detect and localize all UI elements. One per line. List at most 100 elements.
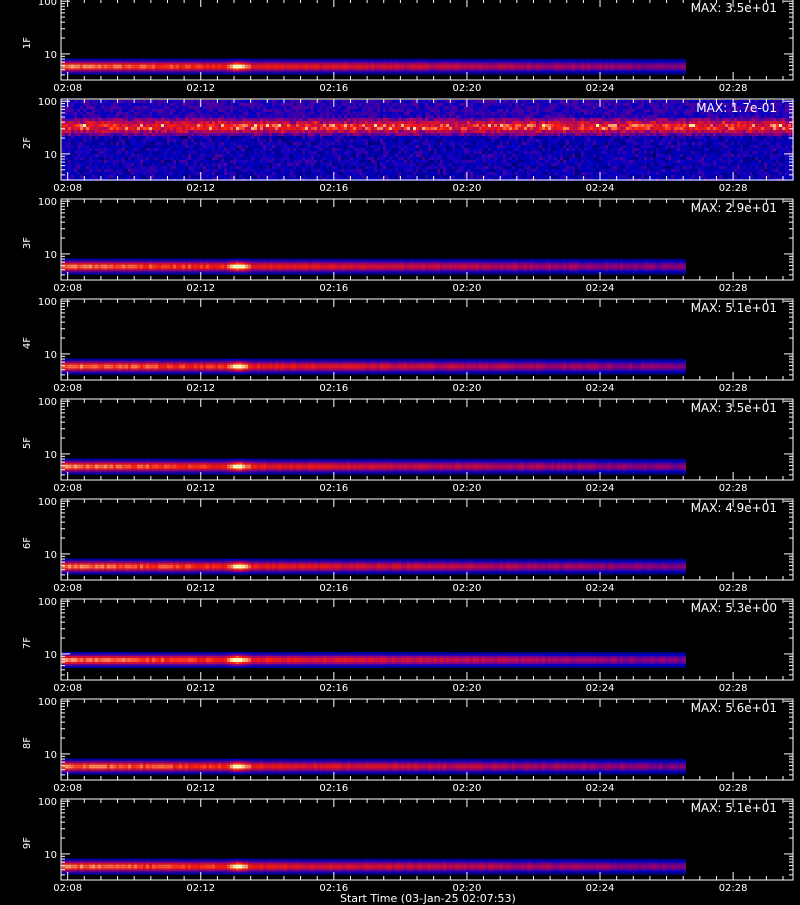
heatmap-cell bbox=[551, 65, 554, 67]
heatmap-cell bbox=[227, 136, 230, 139]
heatmap-cell bbox=[212, 61, 215, 63]
heatmap-cell bbox=[449, 65, 452, 67]
heatmap-cell bbox=[236, 133, 239, 136]
heatmap-cell bbox=[335, 124, 338, 127]
heatmap-cell bbox=[395, 166, 398, 169]
heatmap-cell bbox=[125, 145, 128, 148]
heatmap-cell bbox=[419, 61, 422, 63]
heatmap-cell bbox=[92, 121, 95, 124]
heatmap-cell bbox=[149, 69, 152, 71]
heatmap-cell bbox=[233, 65, 236, 67]
heatmap-cell bbox=[86, 166, 89, 169]
heatmap-cell bbox=[326, 160, 329, 163]
heatmap-cell bbox=[221, 100, 224, 103]
heatmap-cell bbox=[95, 154, 98, 157]
heatmap-cell bbox=[197, 151, 200, 154]
heatmap-cell bbox=[152, 145, 155, 148]
heatmap-cell bbox=[386, 133, 389, 136]
heatmap-cell bbox=[299, 169, 302, 172]
heatmap-cell bbox=[266, 112, 269, 115]
heatmap-cell bbox=[512, 65, 515, 67]
heatmap-cell bbox=[188, 127, 191, 130]
heatmap-cell bbox=[488, 67, 491, 69]
heatmap-cell bbox=[278, 118, 281, 121]
heatmap-cell bbox=[179, 103, 182, 106]
heatmap-cell bbox=[266, 115, 269, 118]
heatmap-cell bbox=[479, 59, 482, 61]
heatmap-cell bbox=[80, 124, 83, 127]
heatmap-cell bbox=[218, 61, 221, 63]
heatmap-cell bbox=[521, 73, 524, 75]
heatmap-cell bbox=[176, 63, 179, 65]
heatmap-cell bbox=[626, 63, 629, 65]
heatmap-cell bbox=[494, 63, 497, 65]
heatmap-cell bbox=[221, 63, 224, 65]
heatmap-cell bbox=[527, 63, 530, 65]
heatmap-cell bbox=[620, 69, 623, 71]
heatmap-cell bbox=[239, 103, 242, 106]
heatmap-cell bbox=[488, 59, 491, 61]
heatmap-cell bbox=[179, 115, 182, 118]
heatmap-cell bbox=[227, 154, 230, 157]
heatmap-cell bbox=[173, 112, 176, 115]
heatmap-cell bbox=[371, 127, 374, 130]
heatmap-cell bbox=[146, 121, 149, 124]
heatmap-cell bbox=[419, 67, 422, 69]
heatmap-cell bbox=[380, 157, 383, 160]
heatmap-cell bbox=[92, 109, 95, 112]
heatmap-cell bbox=[614, 65, 617, 67]
heatmap-cell bbox=[98, 106, 101, 109]
heatmap-cell bbox=[65, 136, 68, 139]
heatmap-cell bbox=[350, 109, 353, 112]
heatmap-cell bbox=[392, 166, 395, 169]
heatmap-cell bbox=[551, 73, 554, 75]
heatmap-cell bbox=[332, 124, 335, 127]
heatmap-cell bbox=[506, 65, 509, 67]
heatmap-cell bbox=[380, 148, 383, 151]
heatmap-cell bbox=[128, 106, 131, 109]
heatmap-cell bbox=[110, 157, 113, 160]
heatmap-cell bbox=[200, 121, 203, 124]
heatmap-cell bbox=[389, 63, 392, 65]
heatmap-cell bbox=[146, 163, 149, 166]
heatmap-cell bbox=[101, 127, 104, 130]
heatmap-cell bbox=[302, 69, 305, 71]
heatmap-cell bbox=[200, 145, 203, 148]
heatmap-cell bbox=[65, 124, 68, 127]
heatmap-cell bbox=[386, 148, 389, 151]
heatmap-cell bbox=[653, 71, 656, 73]
heatmap-cell bbox=[392, 109, 395, 112]
heatmap-cell bbox=[230, 71, 233, 73]
heatmap-cell bbox=[101, 175, 104, 178]
heatmap-cell bbox=[152, 151, 155, 154]
heatmap-cell bbox=[107, 118, 110, 121]
heatmap-cell bbox=[413, 136, 416, 139]
heatmap-cell bbox=[389, 139, 392, 142]
heatmap-cell bbox=[95, 130, 98, 133]
heatmap-cell bbox=[251, 151, 254, 154]
heatmap-cell bbox=[377, 103, 380, 106]
heatmap-cell bbox=[383, 145, 386, 148]
heatmap-cell bbox=[671, 67, 674, 69]
heatmap-cell bbox=[326, 59, 329, 61]
heatmap-cell bbox=[206, 121, 209, 124]
heatmap-cell bbox=[425, 61, 428, 63]
heatmap-cell bbox=[194, 109, 197, 112]
heatmap-cell bbox=[197, 175, 200, 178]
heatmap-cell bbox=[248, 118, 251, 121]
heatmap-cell bbox=[365, 133, 368, 136]
heatmap-cell bbox=[302, 109, 305, 112]
heatmap-cell bbox=[683, 69, 686, 71]
heatmap-cell bbox=[161, 69, 164, 71]
heatmap-cell bbox=[434, 61, 437, 63]
heatmap-cell bbox=[119, 172, 122, 175]
heatmap-cell bbox=[341, 67, 344, 69]
heatmap-cell bbox=[266, 145, 269, 148]
heatmap-cell bbox=[395, 59, 398, 61]
heatmap-cell bbox=[389, 112, 392, 115]
heatmap-cell bbox=[179, 163, 182, 166]
heatmap-cell bbox=[278, 175, 281, 178]
heatmap-cell bbox=[128, 154, 131, 157]
heatmap-cell bbox=[299, 69, 302, 71]
heatmap-cell bbox=[302, 118, 305, 121]
